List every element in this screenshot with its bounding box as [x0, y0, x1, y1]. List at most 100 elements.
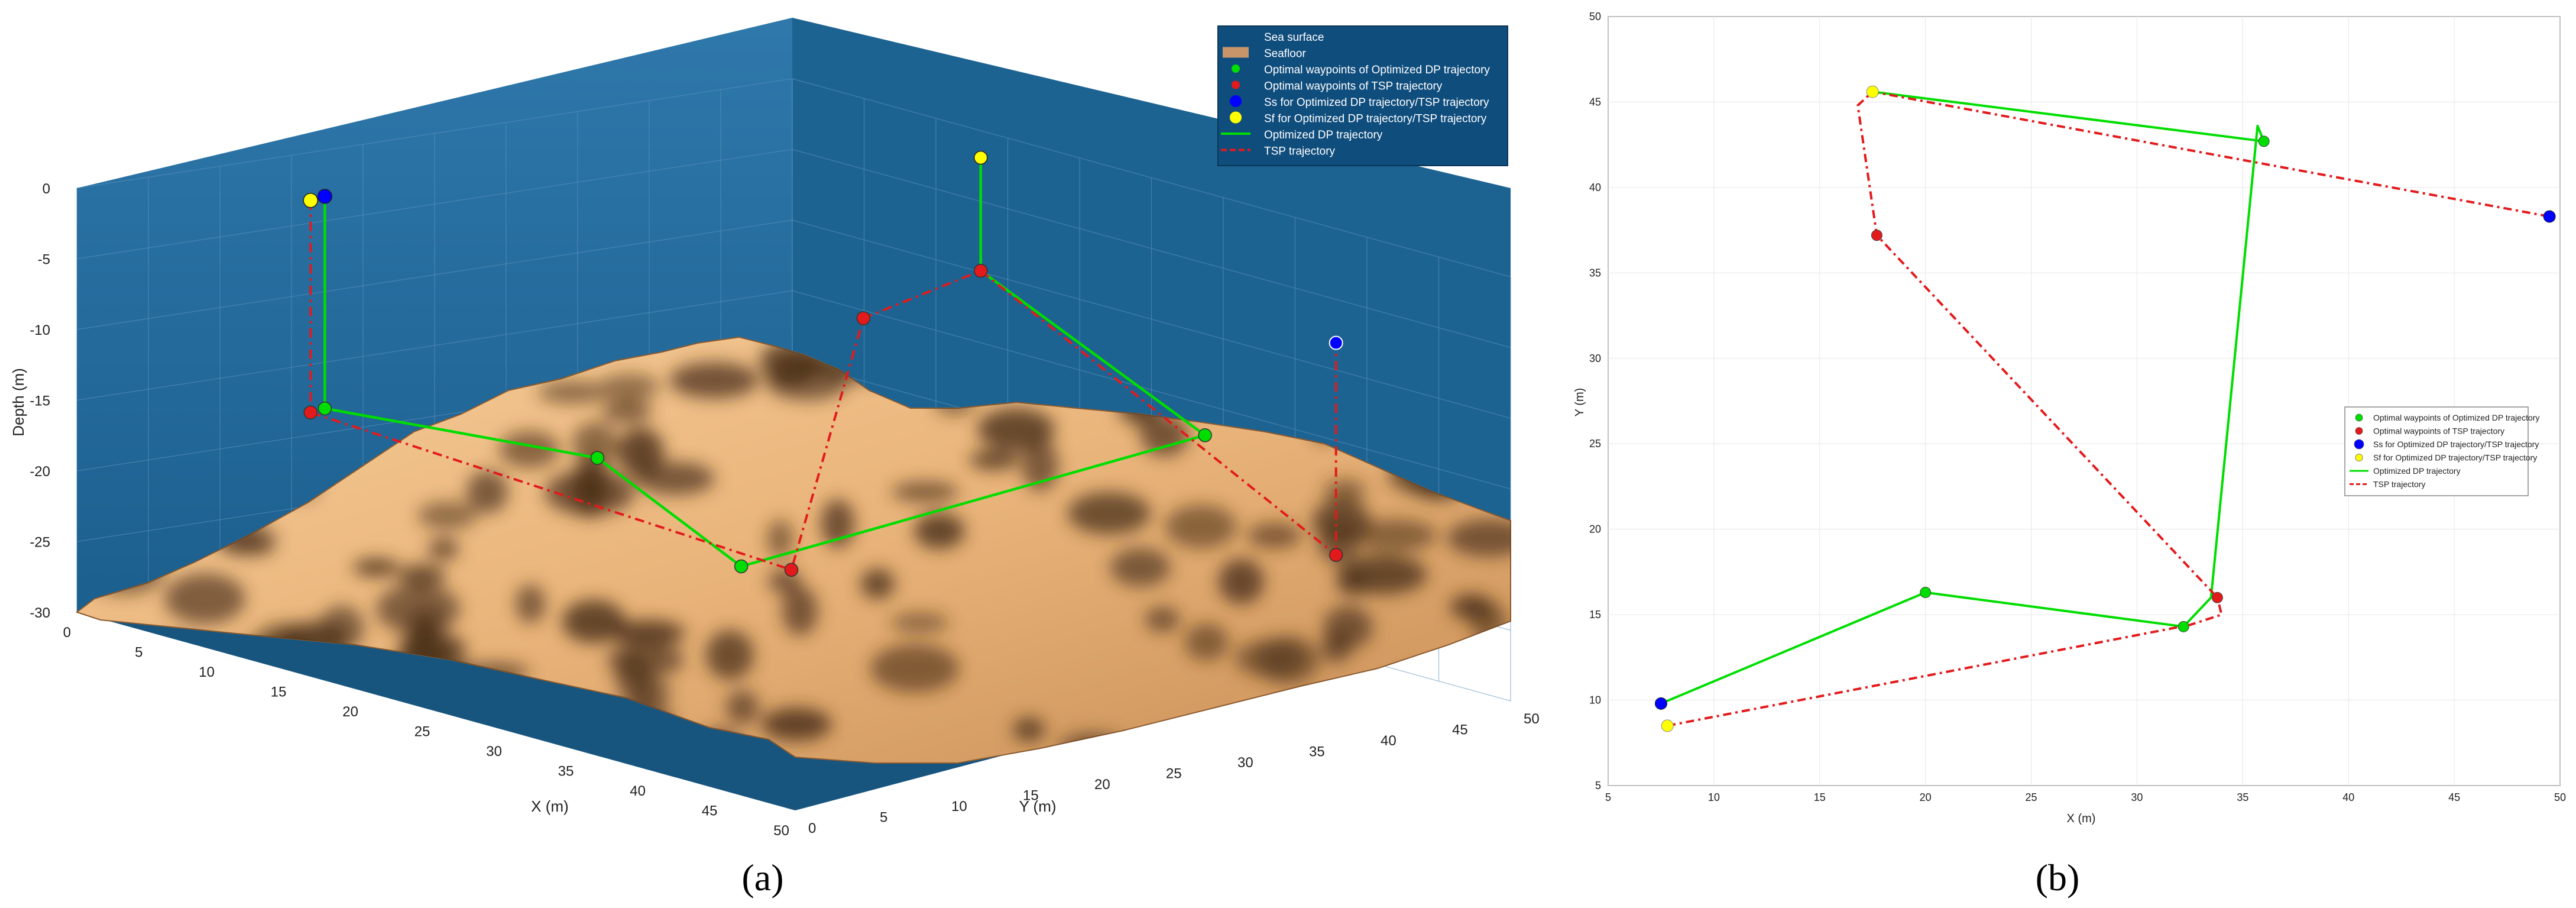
seafloor-shade [705, 630, 754, 680]
seafloor-shade [1447, 519, 1511, 557]
waypoint-marker [590, 451, 605, 465]
sf-marker [1866, 85, 1879, 98]
seafloor-shade [669, 362, 759, 399]
legend-a-entry: Seafloor [1264, 48, 1306, 60]
legend-b-entry: TSP trajectory [2373, 480, 2425, 489]
trajectories-3d [303, 150, 1343, 577]
yellow-dot-icon [1230, 111, 1242, 124]
z-tick-label: -5 [38, 252, 50, 268]
seafloor-shade [1012, 717, 1045, 742]
x-axis-label: X (m) [531, 797, 569, 815]
legend-a-entry: Sea surface [1264, 31, 1324, 44]
seafloor-shade [1140, 415, 1189, 457]
y-axis-label-b: Y (m) [1573, 388, 1586, 417]
y-tick-label-b: 15 [1589, 609, 1601, 621]
y-tick-label-b: 40 [1589, 182, 1601, 193]
panel-b: 5 10 15 20 25 30 35 40 45 50 5101520253035404550 … [1573, 11, 2566, 899]
legend-b: Optimal waypoints of Optimized DP trajec… [2344, 406, 2539, 496]
seafloor-shade [515, 584, 546, 623]
seafloor-shade [1323, 479, 1366, 505]
seafloor-shade [1184, 623, 1229, 661]
dp-waypoint [2178, 621, 2189, 632]
seafloor-shade [1110, 548, 1171, 587]
y-axis: 0 5 10 15 20 25 30 35 40 45 50 [808, 711, 1540, 836]
legend-a-entry: Optimal waypoints of TSP trajectory [1264, 80, 1443, 93]
y-tick-label: 0 [808, 820, 816, 836]
seafloor-shade [969, 450, 1019, 470]
z-tick-label: -25 [30, 535, 50, 551]
seafloor-shade [1145, 607, 1180, 632]
x-tick-label-b: 45 [2448, 791, 2460, 803]
x-tick-label: 15 [271, 684, 287, 700]
x-axis-b: 5 10 15 20 25 30 35 40 45 50 [1605, 791, 2566, 803]
caption-b: (b) [2036, 857, 2080, 899]
seafloor-shade [499, 431, 559, 468]
ss-marker [1328, 335, 1343, 350]
sf-marker [974, 150, 988, 165]
seafloor-shade [319, 605, 364, 651]
seafloor-shade [398, 564, 446, 587]
waypoint-marker [856, 311, 871, 325]
z-tick-label: 0 [43, 181, 50, 197]
x-tick-label: 20 [342, 704, 358, 720]
waypoint-marker [1328, 548, 1343, 562]
series-line [1667, 91, 2550, 727]
y-tick-label: 5 [880, 810, 887, 826]
y-tick-label: 35 [1309, 744, 1325, 760]
y-tick-label-b: 25 [1589, 438, 1601, 450]
legend-a-entry: Ss for Optimized DP trajectory/TSP traje… [1264, 96, 1489, 109]
seafloor-shade [782, 586, 818, 636]
blue-dot-icon [2354, 439, 2364, 450]
sf-marker [303, 193, 318, 208]
legend-b-entry: Optimal waypoints of Optimized DP trajec… [2373, 413, 2539, 422]
y-tick-label: 40 [1381, 733, 1396, 749]
seafloor-shade [1219, 558, 1264, 605]
legend-b-entry: Ss for Optimized DP trajectory/TSP traje… [2373, 440, 2539, 449]
grid-line [76, 290, 1511, 490]
y-tick-label-b: 35 [1589, 267, 1601, 279]
dp-waypoint [1920, 587, 1932, 599]
legend-b-entry: Optimized DP trajectory [2373, 466, 2461, 476]
x-tick-label-b: 10 [1708, 791, 1720, 803]
legend-a-box [1217, 25, 1508, 166]
seafloor-shade [1337, 573, 1369, 596]
x-tick-label: 10 [199, 664, 215, 680]
seafloor-shade [1185, 742, 1220, 763]
seafloor-shade [537, 381, 608, 404]
y-tick-label: 30 [1237, 755, 1253, 771]
seafloor-shade [617, 428, 664, 477]
z-axis-label: Depth (m) [9, 368, 27, 437]
y-axis-label: Y (m) [1019, 797, 1056, 815]
grid-line [76, 219, 1511, 419]
seafloor-shade [914, 513, 965, 549]
x-tick-label: 40 [630, 783, 646, 799]
legend-a-entry: TSP trajectory [1264, 146, 1336, 158]
blue-dot-icon [1230, 95, 1242, 107]
z-tick-label: -20 [30, 464, 50, 480]
green-dot-icon [2355, 413, 2363, 422]
x-tick-label-b: 20 [1920, 791, 1932, 803]
tsp-waypoint [1871, 230, 1882, 241]
y-tick-label-b: 20 [1589, 524, 1601, 535]
legend-a-entry: Optimal waypoints of Optimized DP trajec… [1264, 64, 1490, 76]
y-tick-label: 25 [1166, 766, 1182, 782]
y-tick-label: 50 [1524, 711, 1540, 727]
z-tick-label: -10 [30, 322, 50, 338]
x-axis: 0 5 10 15 20 25 30 35 40 45 50 [63, 625, 789, 839]
seafloor-shade [615, 654, 653, 699]
x-tick-label: 35 [558, 764, 574, 780]
seafloor-shade [428, 538, 459, 560]
seafloor-legend-icon [1223, 47, 1249, 58]
y-tick-label: 20 [1094, 777, 1110, 793]
x-tick-label: 30 [486, 744, 502, 760]
legend-b-entry: Sf for Optimized DP trajectory/TSP traje… [2373, 453, 2537, 463]
x-tick-label-b: 15 [1814, 791, 1826, 803]
yellow-dot-icon [2355, 454, 2363, 461]
seafloor-shade [602, 398, 652, 424]
legend-a: Sea surface Seafloor Optimal waypoints of … [1217, 25, 1508, 166]
y-tick-label-b: 50 [1589, 11, 1601, 22]
legend-b-box [2344, 406, 2529, 496]
seafloor-shade [725, 690, 759, 725]
seafloor-shade [860, 568, 895, 599]
seafloor-shade [1450, 594, 1493, 620]
